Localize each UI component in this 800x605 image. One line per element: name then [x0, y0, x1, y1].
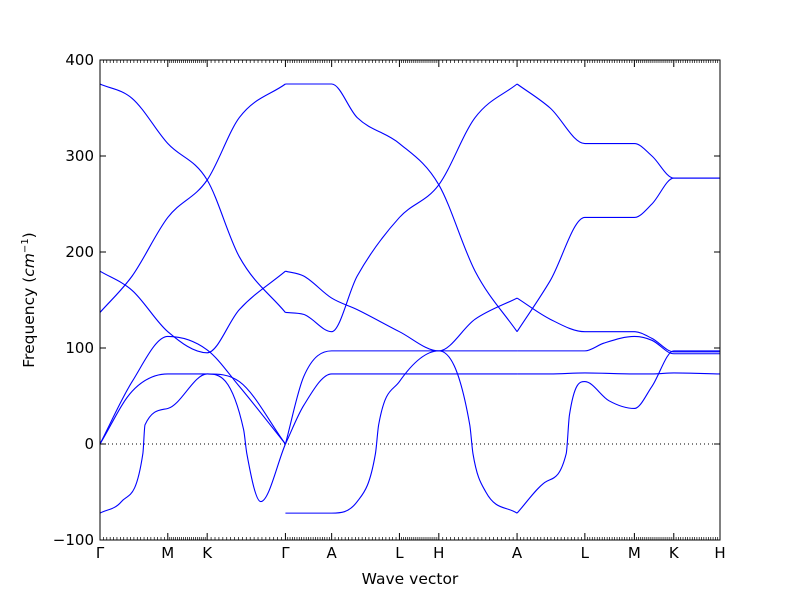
y-axis-label-exponent: −1 [20, 238, 31, 253]
band-line-1 [99, 83, 286, 313]
plot-frame [99, 59, 721, 541]
band-line-12 [285, 350, 518, 514]
axes-group [99, 59, 721, 541]
band-line-5 [99, 373, 286, 445]
y-tick-label: 400 [65, 51, 94, 69]
y-axis-label-text: Frequency ( [20, 277, 38, 368]
band-line-14 [516, 177, 720, 332]
y-ticks-group: −100 0 100 200 300 400 [53, 51, 720, 549]
band-line-9 [285, 270, 518, 352]
x-tick-label: A [327, 544, 338, 562]
band-line-6 [99, 373, 286, 514]
band-line-15 [516, 297, 720, 353]
x-tick-label: K [669, 544, 680, 562]
x-tick-label: A [512, 544, 523, 562]
band-lines-group [99, 83, 721, 514]
x-axis-label: Wave vector [362, 570, 459, 588]
x-tick-label: M [161, 544, 174, 562]
band-line-7 [285, 83, 518, 332]
x-tick-label: H [714, 544, 725, 562]
band-line-17 [517, 372, 721, 375]
band-line-16 [517, 335, 720, 355]
y-tick-label: −100 [53, 531, 94, 549]
y-tick-label: 300 [65, 147, 94, 165]
band-line-4 [99, 335, 286, 445]
band-line-11 [284, 373, 518, 445]
x-minor-ticks-group [103, 60, 719, 540]
y-axis-label: Frequency (cm−1) [20, 232, 38, 368]
band-line-10 [284, 297, 518, 445]
band-line-18 [516, 350, 721, 514]
y-tick-label: 100 [65, 339, 94, 357]
x-tick-label: H [433, 544, 444, 562]
y-tick-label: 200 [65, 243, 94, 261]
band-line-13 [516, 83, 720, 179]
band-line-3 [99, 270, 286, 354]
y-axis-label-unit: cm [20, 253, 38, 277]
y-axis-label-close: ) [20, 232, 38, 238]
x-tick-label: M [628, 544, 641, 562]
band-line-2 [99, 83, 286, 313]
x-tick-label: Γ [281, 544, 290, 562]
x-tick-label: Γ [96, 544, 105, 562]
x-tick-label: L [395, 544, 404, 562]
band-line-8 [285, 83, 518, 333]
y-tick-label: 0 [84, 435, 94, 453]
x-tick-label: K [202, 544, 213, 562]
x-tick-label: L [581, 544, 590, 562]
